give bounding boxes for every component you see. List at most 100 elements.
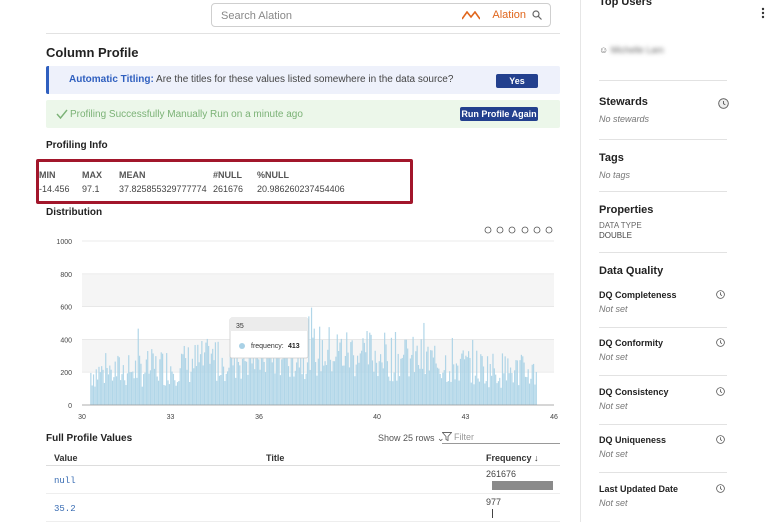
history-icon[interactable] — [718, 98, 729, 109]
histogram-bar — [310, 307, 313, 405]
dq-consistency: DQ Consistency Not set — [599, 387, 729, 411]
history-icon[interactable] — [716, 387, 725, 396]
history-icon[interactable] — [716, 338, 725, 347]
history-icon[interactable] — [716, 484, 725, 493]
column-header-frequency[interactable]: Frequency ↓ — [486, 453, 539, 463]
histogram-bar — [107, 374, 110, 405]
dq-value: Not set — [599, 352, 628, 362]
column-header-title[interactable]: Title — [266, 453, 285, 463]
histogram-bar — [176, 382, 179, 405]
top-user[interactable]: ☺ Michelle Lam — [599, 45, 664, 55]
run-profile-again-button[interactable]: Run Profile Again — [460, 107, 538, 121]
histogram-bar — [444, 355, 447, 405]
histogram-bar — [461, 353, 463, 405]
histogram-bar — [95, 369, 97, 405]
histogram-bar — [411, 354, 413, 405]
histogram-bar — [534, 384, 536, 405]
histogram-bar — [151, 349, 153, 405]
histogram-bar — [244, 361, 246, 405]
y-tick-label: 1000 — [56, 239, 72, 246]
zoom-out-icon[interactable] — [496, 226, 504, 234]
histogram-bar — [168, 384, 170, 405]
search-icon[interactable] — [532, 10, 542, 20]
properties-title: Properties — [599, 204, 654, 216]
history-icon[interactable] — [716, 435, 725, 444]
menu-icon[interactable] — [545, 226, 553, 234]
histogram-bar — [446, 381, 448, 405]
histogram-bar — [144, 372, 146, 405]
histogram-bar — [512, 382, 514, 405]
histogram-bar — [271, 362, 273, 405]
magnify-icon[interactable] — [508, 226, 516, 234]
column-header-value[interactable]: Value — [54, 453, 78, 463]
histogram-bar — [191, 358, 193, 405]
histogram-bar — [134, 360, 137, 405]
row-value[interactable]: 35.2 — [54, 504, 76, 514]
x-tick-label: 30 — [78, 414, 86, 421]
home-icon[interactable] — [533, 226, 541, 234]
histogram-bar — [466, 357, 468, 405]
histogram-bar — [239, 365, 241, 405]
top-users-title: Top Users — [599, 0, 652, 8]
distribution-chart[interactable]: 0 200 400 600 800 1000 30 33 36 40 43 46 35 frequency… — [46, 222, 562, 427]
histogram-bar — [145, 359, 147, 405]
alation-brand-text: Alation — [492, 9, 526, 21]
histogram-bar — [94, 386, 96, 405]
histogram-bar — [392, 381, 394, 405]
search-input[interactable]: Search Alation — [221, 10, 292, 22]
histogram-bar — [174, 380, 176, 405]
kebab-menu-icon[interactable] — [761, 6, 765, 20]
histogram-bar — [388, 376, 390, 405]
histogram-bar — [117, 355, 119, 405]
histogram-bar — [528, 383, 531, 405]
full-profile-values-title: Full Profile Values — [46, 433, 133, 444]
table-row[interactable]: 35.2 977 — [46, 494, 560, 522]
histogram-bar — [113, 377, 115, 405]
stat-max-label: MAX — [82, 170, 102, 180]
histogram-bar — [491, 375, 493, 405]
histogram-bar — [212, 348, 214, 405]
histogram-bar — [324, 361, 326, 405]
zoom-in-icon[interactable] — [484, 226, 492, 234]
yes-button[interactable]: Yes — [496, 74, 538, 88]
show-rows-select[interactable]: Show 25 rows ⌄ — [378, 433, 445, 444]
pan-icon[interactable] — [521, 226, 529, 234]
histogram-bar — [270, 324, 272, 405]
histogram-bar — [405, 339, 407, 405]
histogram-bar — [274, 373, 276, 405]
histogram-bar — [283, 355, 286, 405]
histogram-bar — [132, 371, 134, 405]
histogram-bar — [339, 342, 341, 405]
dq-uniqueness: DQ Uniqueness Not set — [599, 435, 729, 459]
histogram-bar — [394, 332, 397, 405]
automatic-titling-text: Automatic Titling: Are the titles for th… — [69, 74, 453, 85]
histogram-bar — [296, 362, 298, 405]
histogram-bar — [106, 368, 108, 405]
histogram-bar — [201, 341, 203, 405]
histogram-bar — [231, 341, 233, 405]
table-row[interactable]: null 261676 — [46, 466, 560, 494]
histogram-bar — [130, 372, 133, 405]
alation-logo-icon — [462, 11, 480, 20]
filter-input[interactable]: Filter — [442, 430, 560, 444]
histogram-bar — [508, 373, 510, 405]
history-icon[interactable] — [716, 290, 725, 299]
histogram-bar — [412, 336, 414, 405]
histogram-bar — [193, 368, 195, 405]
histogram-bar — [426, 351, 428, 405]
automatic-titling-question: Are the titles for these values listed s… — [153, 74, 454, 85]
histogram-bar — [289, 376, 291, 405]
grid-band — [82, 273, 554, 307]
histogram-bar — [474, 375, 476, 405]
dq-value: Not set — [599, 498, 628, 508]
histogram-bar — [384, 332, 386, 405]
histogram-bar — [259, 369, 261, 405]
histogram-bar — [457, 365, 459, 405]
histogram-bar — [178, 381, 180, 405]
search-bar[interactable]: Search Alation Alation — [211, 3, 551, 27]
histogram-bar — [515, 360, 517, 405]
histogram-bar — [482, 366, 485, 405]
stat-max-value: 97.1 — [82, 184, 100, 194]
histogram-bar — [319, 326, 321, 405]
row-value[interactable]: null — [54, 476, 76, 486]
